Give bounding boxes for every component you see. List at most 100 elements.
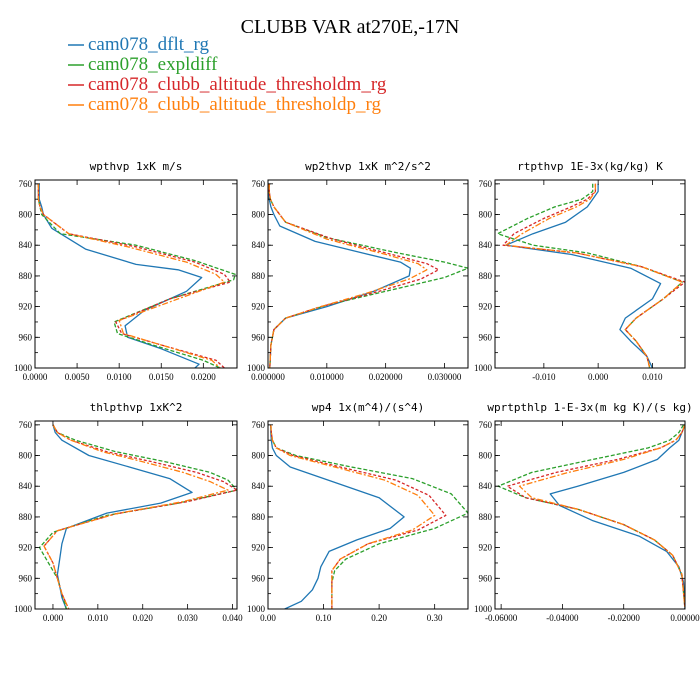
x-tick-label: 0.020 — [133, 613, 154, 623]
series-group — [37, 183, 236, 368]
series-line-dflt — [505, 183, 662, 368]
series-group — [268, 183, 468, 368]
y-tick-label: 1000 — [14, 604, 33, 614]
series-line-thresholdm — [506, 424, 685, 609]
series-line-expldiff — [497, 424, 685, 609]
series-line-thresholdp — [505, 183, 683, 368]
series-line-thresholdp — [43, 424, 229, 609]
panel-title: wp4 1x(m^4)/(s^4) — [312, 401, 425, 414]
series-line-thresholdp — [270, 424, 436, 609]
y-tick-label: 840 — [19, 240, 33, 250]
y-tick-label: 920 — [19, 302, 33, 312]
x-tick-label: 0.00 — [260, 613, 276, 623]
x-tick-label: 0.10 — [316, 613, 332, 623]
series-line-thresholdp — [518, 424, 685, 609]
y-tick-label: 760 — [19, 420, 33, 430]
series-line-expldiff — [270, 424, 468, 609]
legend-entry-expldiff: cam078_expldiff — [88, 54, 218, 75]
y-tick-label: 960 — [479, 573, 493, 583]
series-group — [497, 424, 685, 609]
panel-title: rtpthvp 1E-3x(kg/kg) K — [517, 160, 663, 173]
series-line-dflt — [270, 424, 405, 609]
y-tick-label: 800 — [19, 210, 33, 220]
panel-title: wp2thvp 1xK m^2/s^2 — [305, 160, 431, 173]
series-group — [38, 424, 237, 609]
series-line-thresholdm — [502, 183, 685, 368]
y-tick-label: 880 — [479, 512, 493, 522]
panel-4: thlpthvp 1xK^2 760 800 840 880 920 960 1000 0.00… — [14, 401, 243, 623]
x-tick-label: 0.010000 — [310, 372, 344, 382]
series-line-expldiff — [268, 183, 468, 368]
x-tick-label: 0.0100 — [107, 372, 132, 382]
x-tick-label: 0.030000 — [428, 372, 462, 382]
panel-2: wp2thvp 1xK m^2/s^2 760 800 840 880 920 960 100… — [247, 160, 469, 382]
y-tick-label: 960 — [19, 332, 33, 342]
y-tick-label: 800 — [252, 451, 266, 461]
y-tick-label: 760 — [252, 420, 266, 430]
y-tick-label: 920 — [479, 543, 493, 553]
x-tick-label: 0.000 — [588, 372, 609, 382]
y-tick-label: 920 — [19, 543, 33, 553]
y-tick-label: 840 — [19, 481, 33, 491]
x-tick-label: 0.0050 — [65, 372, 90, 382]
y-tick-label: 880 — [19, 512, 33, 522]
x-tick-label: 0.010 — [88, 613, 109, 623]
x-tick-label: -0.010 — [532, 372, 556, 382]
legend-entry-thresholdm: cam078_clubb_altitude_thresholdm_rg — [88, 74, 387, 95]
series-line-thresholdp — [268, 183, 428, 368]
series-line-dflt — [52, 424, 193, 609]
series-line-thresholdp — [37, 183, 226, 368]
x-tick-label: -0.02000 — [608, 613, 641, 623]
x-tick-label: -0.06000 — [485, 613, 518, 623]
y-tick-label: 840 — [252, 481, 266, 491]
y-tick-label: 760 — [19, 179, 33, 189]
legend-entry-thresholdp: cam078_clubb_altitude_thresholdp_rg — [88, 94, 382, 115]
y-tick-label: 960 — [252, 332, 266, 342]
series-line-thresholdm — [270, 424, 447, 609]
y-tick-label: 920 — [252, 302, 266, 312]
y-tick-label: 1000 — [14, 363, 33, 373]
series-line-dflt — [268, 183, 412, 368]
x-tick-label: 0.0150 — [149, 372, 174, 382]
legend: cam078_dflt_rgcam078_expldiffcam078_club… — [68, 34, 387, 115]
y-tick-label: 880 — [252, 271, 266, 281]
y-tick-label: 840 — [479, 240, 493, 250]
x-tick-label: 0.020000 — [369, 372, 403, 382]
series-line-thresholdm — [37, 183, 231, 368]
legend-entry-dflt: cam078_dflt_rg — [88, 34, 210, 55]
y-tick-label: 1000 — [474, 604, 493, 614]
y-tick-label: 880 — [252, 512, 266, 522]
x-tick-label: 0.000 — [43, 613, 64, 623]
series-group — [497, 183, 685, 368]
y-tick-label: 760 — [479, 420, 493, 430]
series-line-expldiff — [38, 424, 237, 609]
plot-frame — [34, 179, 238, 369]
panel-1: wpthvp 1xK m/s76080084088092096010000.00… — [14, 160, 238, 382]
y-tick-label: 1000 — [247, 363, 266, 373]
panel-5: wp4 1x(m^4)/(s^4)76080084088092096010000… — [247, 401, 469, 623]
plot-frame — [34, 420, 238, 610]
plot-frame — [267, 420, 469, 610]
x-tick-label: 0.20 — [371, 613, 387, 623]
x-tick-label: 0.040 — [222, 613, 243, 623]
y-tick-label: 800 — [19, 451, 33, 461]
y-tick-label: 1000 — [247, 604, 266, 614]
x-tick-label: 0.30 — [427, 613, 443, 623]
series-line-dflt — [38, 183, 203, 368]
panels: wpthvp 1xK m/s76080084088092096010000.00… — [14, 160, 700, 623]
y-tick-label: 880 — [479, 271, 493, 281]
series-line-thresholdm — [43, 424, 237, 609]
panel-title: wpthvp 1xK m/s — [90, 160, 183, 173]
y-tick-label: 920 — [252, 543, 266, 553]
y-tick-label: 800 — [479, 451, 493, 461]
panel-title: wprtpthlp 1-E-3x(m kg K)/(s kg) — [487, 401, 692, 414]
series-line-dflt — [549, 424, 685, 609]
x-tick-label: 0.00000 — [670, 613, 700, 623]
x-tick-label: 0.0200 — [191, 372, 216, 382]
panel-title: thlpthvp 1xK^2 — [90, 401, 183, 414]
x-tick-label: 0.000000 — [251, 372, 285, 382]
y-tick-label: 960 — [19, 573, 33, 583]
series-line-expldiff — [37, 183, 236, 368]
x-tick-label: 0.030 — [177, 613, 198, 623]
y-tick-label: 960 — [479, 332, 493, 342]
